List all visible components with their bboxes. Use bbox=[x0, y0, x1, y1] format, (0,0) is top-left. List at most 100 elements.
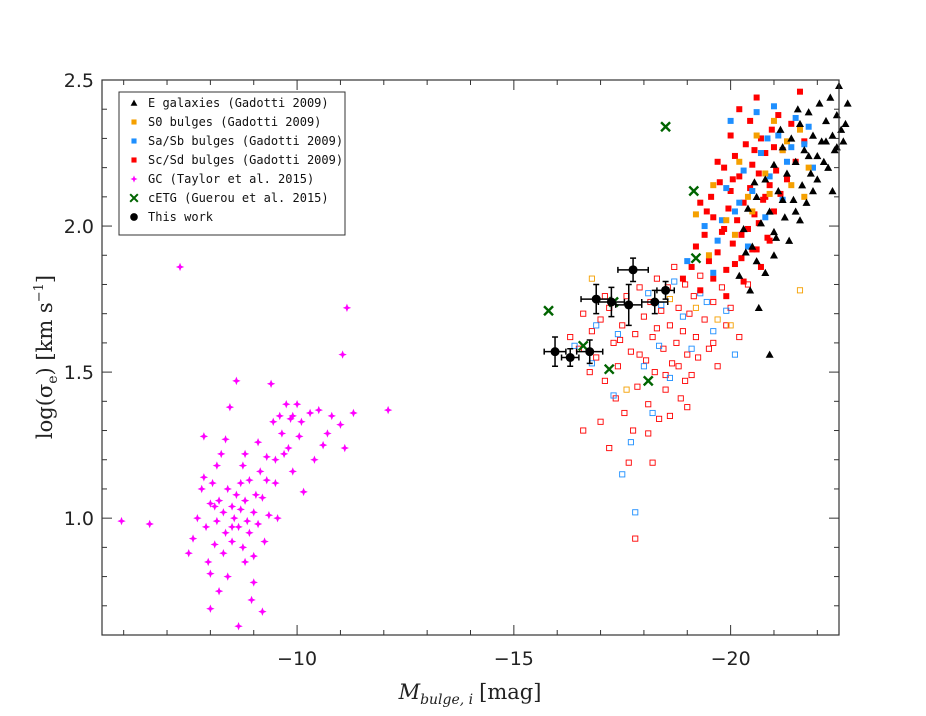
data-point bbox=[736, 334, 743, 341]
data-point bbox=[679, 328, 686, 335]
data-point bbox=[744, 243, 751, 250]
data-point bbox=[701, 316, 708, 323]
data-point bbox=[636, 284, 643, 291]
data-point bbox=[282, 400, 291, 409]
data-point bbox=[770, 117, 777, 124]
data-point bbox=[782, 169, 791, 177]
data-point bbox=[800, 146, 809, 154]
data-point bbox=[601, 293, 608, 300]
data-point bbox=[714, 249, 721, 256]
data-point bbox=[768, 126, 775, 133]
data-point bbox=[632, 509, 639, 516]
data-point bbox=[723, 322, 730, 329]
data-point bbox=[258, 493, 267, 502]
data-point bbox=[754, 303, 763, 312]
data-point bbox=[755, 170, 762, 177]
data-point bbox=[697, 272, 704, 279]
data-point bbox=[774, 187, 783, 195]
data-point bbox=[624, 300, 634, 310]
data-point bbox=[619, 471, 626, 478]
data-point bbox=[256, 467, 265, 476]
data-point bbox=[727, 188, 734, 194]
data-point bbox=[658, 307, 665, 314]
data-point bbox=[688, 263, 695, 270]
data-point bbox=[349, 408, 358, 418]
data-point bbox=[690, 252, 702, 264]
data-point bbox=[692, 304, 699, 311]
data-point bbox=[199, 432, 209, 441]
data-point bbox=[765, 207, 774, 215]
legend-label: Sa/Sb bulges (Gadotti 2009) bbox=[148, 134, 343, 148]
data-point bbox=[279, 449, 289, 459]
data-point bbox=[695, 354, 702, 361]
data-point bbox=[117, 516, 126, 526]
data-point bbox=[795, 119, 804, 128]
data-point bbox=[801, 141, 808, 148]
data-point bbox=[785, 236, 794, 244]
data-point bbox=[791, 207, 800, 215]
data-point bbox=[764, 135, 771, 142]
data-point bbox=[841, 119, 850, 128]
data-point bbox=[628, 265, 638, 275]
data-point bbox=[623, 386, 630, 393]
data-point bbox=[783, 158, 790, 165]
data-point bbox=[741, 248, 750, 256]
data-point bbox=[653, 275, 660, 282]
data-point bbox=[762, 214, 769, 221]
data-point bbox=[766, 173, 773, 180]
legend-item-gc-taylor-et-al-2015: GC (Taylor et al. 2015) bbox=[130, 172, 314, 186]
data-point bbox=[580, 427, 587, 434]
data-point bbox=[679, 313, 686, 320]
data-point bbox=[593, 322, 600, 329]
data-point bbox=[310, 455, 319, 464]
data-point bbox=[805, 123, 812, 130]
data-point bbox=[721, 225, 728, 232]
data-point bbox=[219, 508, 228, 517]
data-point bbox=[752, 257, 761, 265]
data-point bbox=[210, 502, 219, 511]
data-point bbox=[580, 310, 587, 317]
data-point bbox=[766, 190, 773, 197]
data-point bbox=[792, 114, 799, 121]
data-point bbox=[597, 316, 604, 323]
data-point bbox=[788, 120, 795, 127]
data-point bbox=[721, 164, 728, 171]
data-point bbox=[804, 108, 813, 116]
data-point bbox=[314, 405, 323, 415]
data-point bbox=[757, 263, 764, 270]
data-point bbox=[746, 286, 755, 294]
data-point bbox=[184, 549, 193, 558]
data-point bbox=[744, 225, 751, 232]
y-tick-label: 1.5 bbox=[64, 362, 94, 384]
data-point bbox=[286, 414, 295, 424]
data-point bbox=[383, 405, 393, 415]
legend-label: S0 bulges (Gadotti 2009) bbox=[148, 115, 321, 129]
data-point bbox=[766, 237, 773, 244]
data-point bbox=[565, 353, 575, 362]
data-point bbox=[743, 204, 752, 212]
data-point bbox=[688, 185, 700, 197]
data-point bbox=[271, 455, 280, 464]
data-point bbox=[826, 93, 835, 101]
data-point bbox=[640, 363, 647, 370]
data-point bbox=[753, 94, 760, 101]
data-point bbox=[736, 199, 743, 206]
data-point bbox=[262, 452, 271, 462]
data-point bbox=[828, 187, 837, 195]
data-point bbox=[731, 152, 738, 159]
data-point bbox=[234, 622, 243, 631]
data-point bbox=[798, 181, 807, 189]
data-point bbox=[734, 217, 741, 224]
data-point bbox=[662, 386, 669, 393]
data-point bbox=[821, 137, 830, 145]
data-point bbox=[770, 103, 777, 110]
data-point bbox=[669, 360, 676, 367]
data-point bbox=[714, 237, 721, 244]
data-point bbox=[275, 411, 284, 421]
data-point bbox=[588, 328, 595, 335]
data-point bbox=[630, 427, 637, 434]
data-point bbox=[327, 411, 336, 421]
legend: E galaxies (Gadotti 2009) S0 bulges (Gado… bbox=[118, 91, 346, 236]
data-point bbox=[710, 339, 717, 346]
data-point bbox=[145, 519, 154, 529]
